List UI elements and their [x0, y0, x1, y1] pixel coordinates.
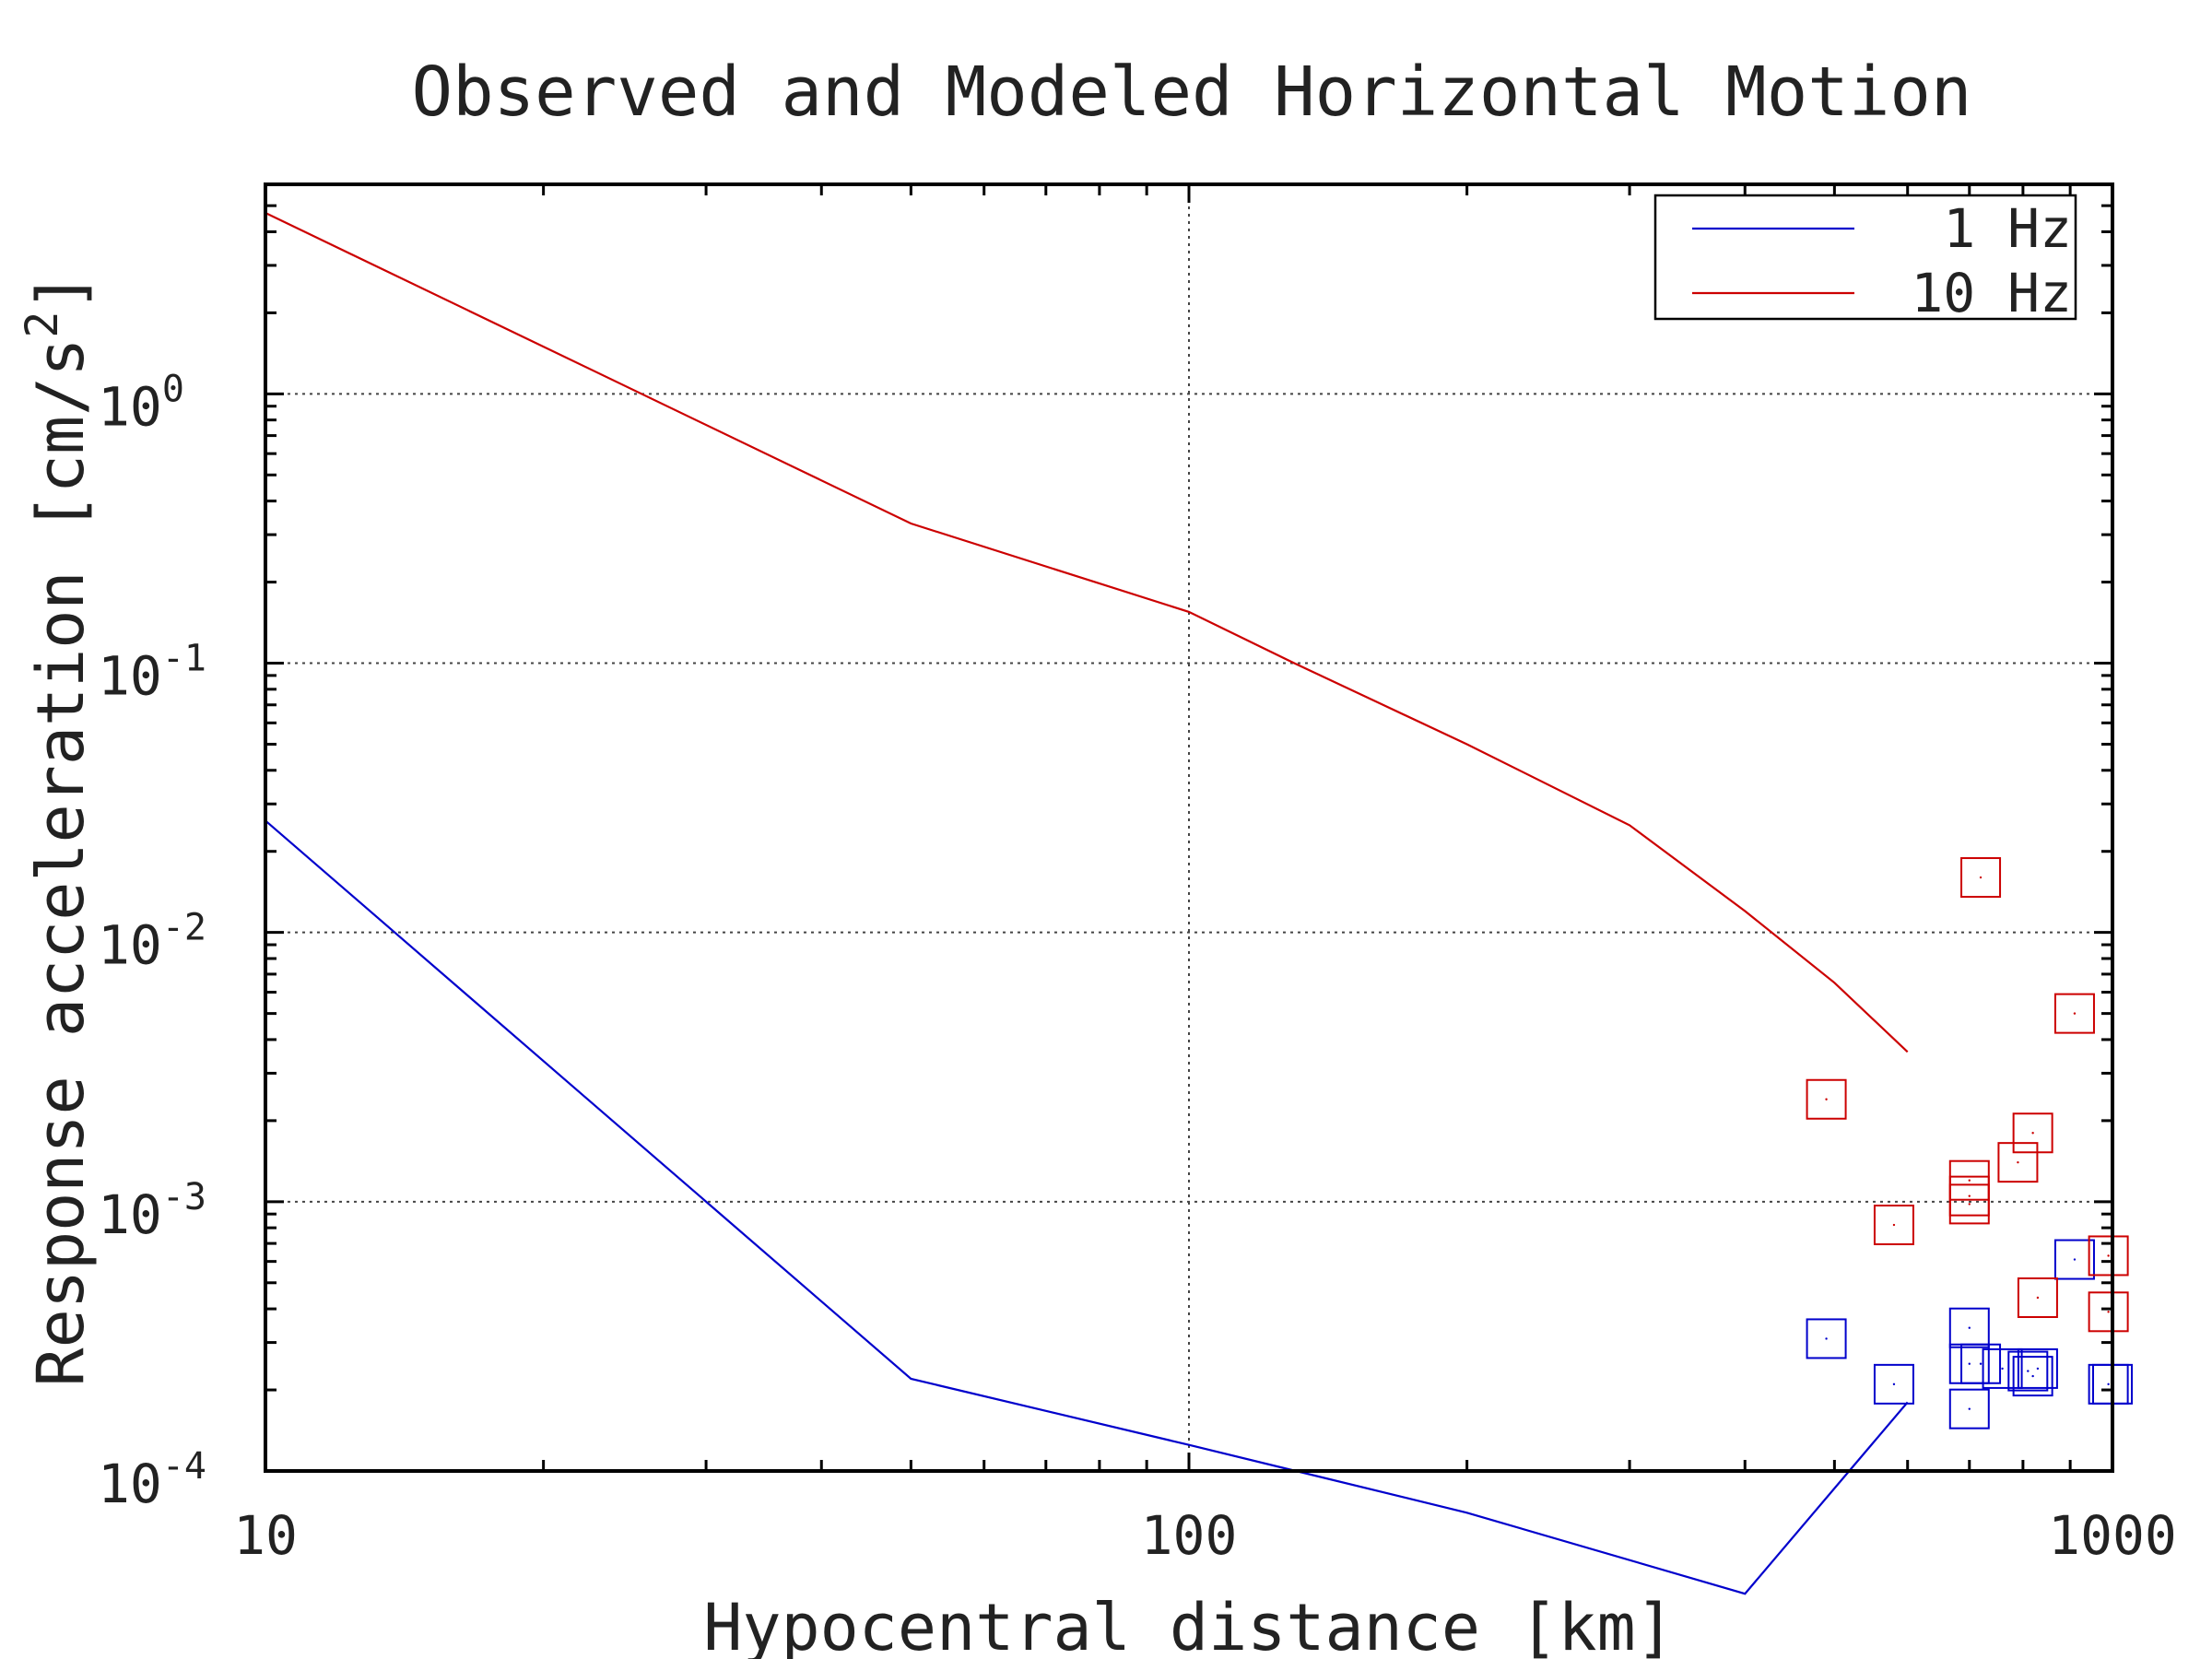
y-tick-label-exponent: -4 [162, 1445, 206, 1488]
observed-marker-dot [2017, 1160, 2019, 1164]
observed-marker-dot [2031, 1132, 2034, 1135]
y-tick-label-exponent: -2 [162, 907, 206, 949]
observed-marker-10hz [2012, 1112, 2053, 1154]
x-tick-label: 1000 [2048, 1504, 2177, 1567]
observed-marker-1hz [1948, 1307, 1990, 1348]
observed-marker-dot [1825, 1098, 1828, 1100]
x-axis: 10 100 1000 [233, 1504, 2177, 1567]
x-axis-label: Hypocentral distance [km] [703, 1590, 1675, 1659]
observed-marker-dot [2073, 1012, 2077, 1015]
observed-marker-1hz [2007, 1350, 2049, 1392]
observed-marker-10hz [2088, 1235, 2129, 1277]
legend-box [1653, 194, 2077, 321]
y-tick-label-exponent: -1 [162, 638, 206, 680]
observed-marker-10hz [2017, 1277, 2058, 1319]
x-tick-label: 100 [1141, 1504, 1238, 1567]
y-tick-label: 10-4 [98, 1445, 206, 1515]
observed-marker-10hz [1873, 1205, 1914, 1246]
y-tick-label-base: 10 [98, 645, 162, 708]
observed-marker-1hz [1873, 1363, 1914, 1405]
observed-marker-10hz [1806, 1078, 1847, 1120]
chart-title: Observed and Modeled Horizontal Motion [412, 53, 1972, 132]
observed-marker-1hz [2017, 1347, 2058, 1389]
y-tick-label: 10-1 [98, 638, 206, 708]
observed-marker-dot [1979, 1362, 1983, 1365]
observed-marker-10hz [2053, 993, 2095, 1034]
y-axis-label-main: Response acceleration [cm/s [23, 338, 99, 1387]
observed-marker-dot [2027, 1370, 2030, 1372]
observed-marker-1hz [2012, 1356, 2053, 1397]
legend-label: 1 Hz [1943, 197, 2072, 260]
observed-marker-dot [2001, 1367, 2004, 1371]
observed-marker-dot [1825, 1337, 1828, 1340]
y-tick-label: 10-2 [98, 907, 206, 977]
observed-marker-dot [1892, 1223, 1896, 1227]
observed-marker-dot [2036, 1296, 2040, 1300]
observed-marker-dot [2107, 1311, 2110, 1313]
observed-marker-10hz [2088, 1291, 2129, 1333]
y-tick-label-base: 10 [98, 914, 162, 977]
observed-marker-dot [1968, 1194, 1971, 1197]
observed-marker-10hz [1960, 857, 2002, 899]
observed-marker-10hz [1997, 1142, 2039, 1183]
observed-marker-dot [1968, 1362, 1971, 1365]
y-tick-label: 100 [98, 368, 184, 438]
x-tick-label: 10 [233, 1504, 298, 1567]
observed-marker-1hz [1806, 1318, 1847, 1359]
observed-marker-dot [1892, 1382, 1896, 1386]
y-tick-label-exponent: 0 [162, 368, 184, 410]
y-tick-label-base: 10 [98, 1453, 162, 1515]
observed-marker-dot [2031, 1374, 2034, 1378]
y-axis-label: Response acceleration [cm/s2] [17, 273, 99, 1387]
series-line-10hz [265, 212, 1909, 1053]
observed-marker-dot [1979, 876, 1983, 879]
y-tick-label-base: 10 [98, 1183, 162, 1246]
observed-marker-dot [1968, 1203, 1971, 1206]
observed-marker-dot [2036, 1367, 2040, 1371]
observed-marker-1hz [2053, 1239, 2095, 1280]
y-tick-label: 10-3 [98, 1176, 206, 1246]
observed-marker-dot [1968, 1407, 1971, 1410]
observed-marker-dot [2073, 1258, 2077, 1261]
y-tick-label-exponent: -3 [162, 1176, 206, 1218]
observed-marker-dot [2107, 1254, 2110, 1257]
observed-marker-10hz [1948, 1183, 1990, 1225]
legend-label: 10 Hz [1911, 262, 2072, 324]
observed-markers [1806, 857, 2133, 1430]
minor-ticks [264, 182, 2112, 1473]
observed-marker-dot [1968, 1179, 1971, 1182]
observed-marker-1hz [1960, 1343, 2002, 1384]
y-axis-label-end: ] [23, 273, 99, 312]
y-axis-label-superscript: 2 [17, 312, 68, 338]
grid [265, 184, 2112, 1471]
y-tick-label-base: 10 [98, 375, 162, 438]
observed-marker-dot [1968, 1326, 1971, 1329]
series-line-1hz [265, 819, 1909, 1595]
observed-marker-dot [2107, 1382, 2110, 1386]
observed-marker-1hz [1948, 1388, 1990, 1430]
observed-marker-1hz [1982, 1347, 2023, 1389]
series-lines [265, 212, 1909, 1595]
